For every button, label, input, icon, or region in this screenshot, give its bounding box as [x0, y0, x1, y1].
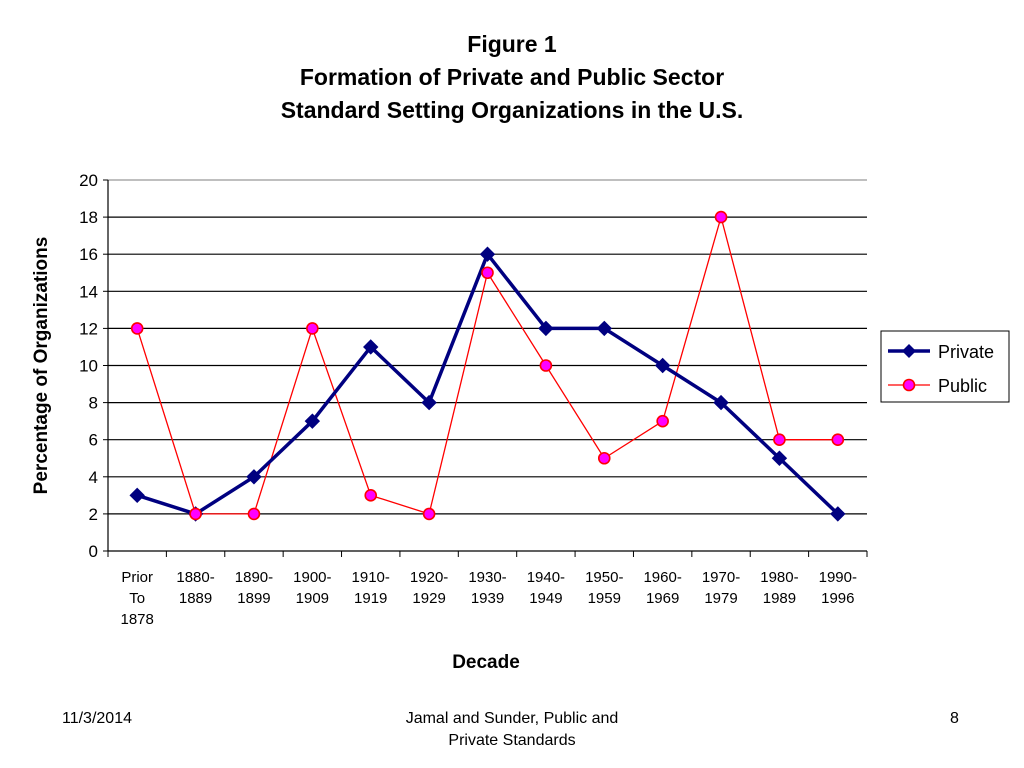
chart-title: Figure 1 Formation of Private and Public…	[0, 28, 1024, 127]
x-tick-label: 1989	[763, 590, 796, 607]
x-tick-label: 1990-	[819, 569, 857, 586]
x-tick-label: 1929	[412, 590, 445, 607]
data-point-private	[538, 320, 554, 337]
x-tick-label: 1899	[237, 590, 270, 607]
x-tick-label: 1909	[296, 590, 329, 607]
x-tick-label: 1950-	[585, 569, 623, 586]
data-point-private	[129, 487, 145, 504]
y-axis-title: Percentage of Organizations	[31, 237, 52, 495]
y-tick-label: 14	[79, 282, 98, 301]
x-tick-label: 1960-	[643, 569, 681, 586]
x-tick-label: 1880-	[176, 569, 214, 586]
data-point-public	[831, 433, 845, 447]
data-point-public	[539, 359, 553, 372]
y-tick-label: 0	[89, 542, 98, 561]
footer-source-line-2: Private Standards	[448, 732, 576, 749]
legend-marker-private	[902, 344, 916, 358]
data-point-public	[422, 507, 436, 521]
footer-page-number: 8	[950, 710, 959, 727]
title-line-2: Formation of Private and Public Sector	[299, 64, 725, 90]
data-point-public	[597, 451, 611, 465]
x-tick-label: 1930-	[468, 569, 506, 586]
x-tick-label: 1900-	[293, 569, 331, 586]
y-tick-label: 20	[79, 171, 98, 190]
footer-source-line-1: Jamal and Sunder, Public and	[405, 710, 619, 727]
data-point-private	[596, 320, 612, 337]
legend-label-private: Private	[938, 342, 994, 362]
data-point-public	[306, 322, 319, 335]
y-tick-label: 18	[79, 208, 98, 227]
data-point-private	[713, 394, 729, 411]
y-tick-label: 2	[89, 505, 98, 524]
x-tick-label: To	[129, 590, 145, 607]
y-tick-label: 6	[89, 431, 98, 450]
data-point-public	[773, 433, 786, 447]
y-tick-label: 10	[79, 357, 98, 376]
legend-label-public: Public	[938, 376, 987, 396]
data-point-public	[247, 507, 261, 521]
x-tick-label: Prior	[121, 569, 153, 586]
legend-marker-public	[902, 378, 916, 392]
x-tick-label: 1939	[471, 590, 504, 607]
title-line-1: Figure 1	[467, 31, 557, 57]
x-tick-label: 1889	[179, 590, 212, 607]
y-tick-label: 8	[89, 394, 98, 413]
x-tick-label: 1996	[821, 590, 854, 607]
data-point-public	[364, 489, 378, 502]
legend-box	[880, 330, 1010, 403]
x-tick-label: 1970-	[702, 569, 740, 586]
line-chart: 0 2 4 6 8 10 12 14 16 18 20 Prior To 1878 1880- 1889 189…	[31, 171, 1010, 673]
x-axis-title: Decade	[452, 652, 520, 673]
footer-source: Jamal and Sunder, Public and Private Sta…	[362, 708, 662, 752]
x-tick-label: 1920-	[410, 569, 448, 586]
data-point-private	[479, 246, 496, 262]
x-tick-label: 1949	[529, 590, 562, 607]
y-tick-label: 12	[79, 319, 98, 338]
x-tick-label: 1969	[646, 590, 679, 607]
data-point-public	[714, 210, 728, 224]
series-line-private	[136, 250, 840, 516]
footer-date: 11/3/2014	[62, 710, 132, 727]
data-point-public	[189, 507, 202, 521]
y-tick-label: 16	[79, 245, 98, 264]
x-tick-label: 1910-	[352, 569, 390, 586]
x-tick-label: 1919	[354, 590, 387, 607]
title-line-3: Standard Setting Organizations in the U.…	[280, 97, 744, 123]
data-point-private	[830, 506, 846, 522]
data-point-public	[130, 322, 144, 335]
data-point-private	[304, 413, 321, 429]
x-tick-label: 1878	[121, 611, 154, 628]
x-tick-label: 1940-	[527, 569, 565, 586]
y-tick-label: 4	[89, 468, 98, 487]
data-point-private	[363, 339, 379, 355]
x-tick-label: 1959	[588, 590, 621, 607]
data-point-private	[246, 469, 262, 485]
data-point-public	[481, 266, 494, 280]
x-tick-label: 1979	[704, 590, 737, 607]
data-point-private	[771, 450, 788, 466]
x-tick-label: 1890-	[235, 569, 273, 586]
data-point-public	[656, 414, 669, 428]
data-point-private	[654, 357, 671, 374]
data-point-private	[421, 394, 437, 411]
x-tick-label: 1980-	[760, 569, 798, 586]
